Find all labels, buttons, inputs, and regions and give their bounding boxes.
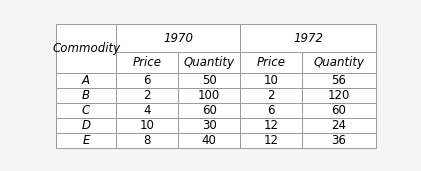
Text: 12: 12 — [264, 134, 279, 147]
Bar — [56, 88, 116, 103]
Text: 40: 40 — [202, 134, 217, 147]
Text: 10: 10 — [264, 74, 279, 87]
Bar — [56, 133, 116, 148]
Text: Quantity: Quantity — [313, 56, 365, 69]
Bar — [56, 24, 116, 73]
Text: 56: 56 — [331, 74, 346, 87]
Text: 1970: 1970 — [163, 32, 193, 45]
Text: 10: 10 — [140, 119, 155, 132]
Text: 8: 8 — [144, 134, 151, 147]
Text: 50: 50 — [202, 74, 217, 87]
Bar — [116, 24, 240, 52]
Text: 12: 12 — [264, 119, 279, 132]
Text: 100: 100 — [198, 89, 220, 102]
Bar — [178, 118, 240, 133]
Bar — [302, 52, 376, 73]
Bar — [302, 133, 376, 148]
Text: 6: 6 — [144, 74, 151, 87]
Bar — [240, 73, 302, 88]
Bar — [302, 88, 376, 103]
Bar — [116, 88, 178, 103]
Bar — [56, 103, 116, 118]
Bar — [302, 103, 376, 118]
Bar — [116, 73, 178, 88]
Text: Price: Price — [257, 56, 286, 69]
Text: A: A — [82, 74, 90, 87]
Bar — [116, 118, 178, 133]
Text: 6: 6 — [267, 104, 275, 117]
Bar — [178, 133, 240, 148]
Bar — [56, 118, 116, 133]
Text: 36: 36 — [331, 134, 346, 147]
Text: 4: 4 — [144, 104, 151, 117]
Text: E: E — [83, 134, 90, 147]
Bar — [240, 24, 376, 52]
Bar — [240, 88, 302, 103]
Bar — [116, 133, 178, 148]
Bar — [240, 52, 302, 73]
Text: Quantity: Quantity — [184, 56, 235, 69]
Bar — [178, 73, 240, 88]
Bar — [178, 103, 240, 118]
Bar — [302, 73, 376, 88]
Text: 60: 60 — [202, 104, 217, 117]
Text: 2: 2 — [267, 89, 275, 102]
Bar — [240, 103, 302, 118]
Bar — [178, 52, 240, 73]
Text: 120: 120 — [328, 89, 350, 102]
Bar — [302, 118, 376, 133]
Bar — [116, 103, 178, 118]
Text: Price: Price — [133, 56, 162, 69]
Text: 2: 2 — [144, 89, 151, 102]
Bar — [116, 52, 178, 73]
Bar — [178, 88, 240, 103]
Text: B: B — [82, 89, 90, 102]
Text: D: D — [82, 119, 91, 132]
Bar — [240, 133, 302, 148]
Text: 60: 60 — [331, 104, 346, 117]
Text: 30: 30 — [202, 119, 217, 132]
Text: 24: 24 — [331, 119, 346, 132]
Text: Commodity: Commodity — [52, 42, 120, 55]
Text: C: C — [82, 104, 90, 117]
Bar — [56, 73, 116, 88]
Bar — [240, 118, 302, 133]
Text: 1972: 1972 — [293, 32, 323, 45]
